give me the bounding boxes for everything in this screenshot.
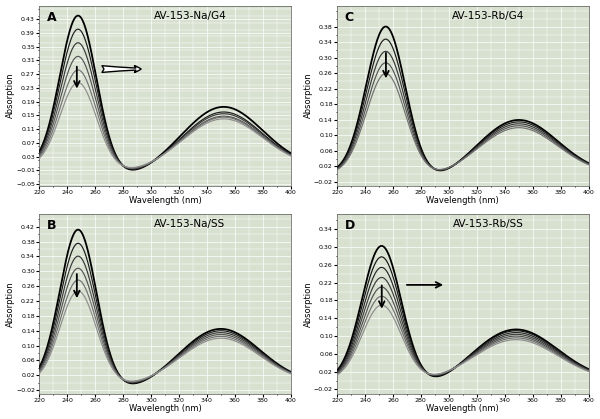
X-axis label: Wavelength (nm): Wavelength (nm) bbox=[128, 197, 201, 205]
Y-axis label: Absorption: Absorption bbox=[5, 73, 14, 119]
Y-axis label: Absorption: Absorption bbox=[304, 281, 313, 326]
Y-axis label: Absorption: Absorption bbox=[5, 281, 14, 326]
Text: AV-153-Na/SS: AV-153-Na/SS bbox=[154, 219, 226, 229]
Text: AV-153-Na/G4: AV-153-Na/G4 bbox=[154, 11, 226, 21]
X-axis label: Wavelength (nm): Wavelength (nm) bbox=[427, 404, 499, 414]
Text: A: A bbox=[47, 11, 56, 24]
X-axis label: Wavelength (nm): Wavelength (nm) bbox=[427, 197, 499, 205]
Y-axis label: Absorption: Absorption bbox=[304, 73, 313, 119]
Text: D: D bbox=[344, 219, 355, 232]
Text: AV-153-Rb/G4: AV-153-Rb/G4 bbox=[452, 11, 524, 21]
Text: B: B bbox=[47, 219, 56, 232]
Text: C: C bbox=[344, 11, 353, 24]
X-axis label: Wavelength (nm): Wavelength (nm) bbox=[128, 404, 201, 414]
Text: AV-153-Rb/SS: AV-153-Rb/SS bbox=[452, 219, 523, 229]
